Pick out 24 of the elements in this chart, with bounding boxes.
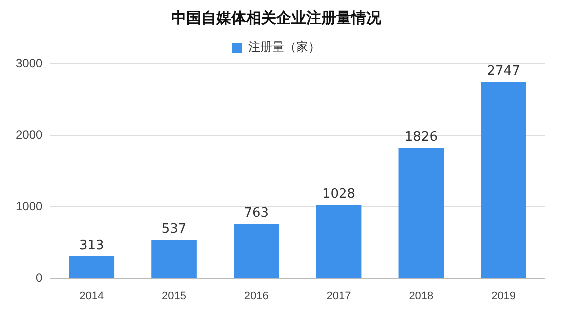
y-tick-label: 1000 xyxy=(16,200,44,214)
legend-label: 注册量（家） xyxy=(248,40,320,54)
y-tick-label: 2000 xyxy=(16,128,44,142)
chart-title: 中国自媒体相关企业注册量情况 xyxy=(172,8,382,27)
x-tick-label: 2017 xyxy=(326,290,352,302)
bar xyxy=(316,205,362,278)
data-label: 763 xyxy=(244,206,270,222)
x-tick-label: 2015 xyxy=(162,290,187,302)
y-tick-label: 3000 xyxy=(16,56,44,70)
y-tick-label: 0 xyxy=(36,271,44,286)
data-label: 537 xyxy=(162,222,187,238)
data-label: 1826 xyxy=(404,130,438,145)
data-label: 313 xyxy=(79,238,104,254)
data-label: 1028 xyxy=(322,187,356,202)
x-tick-label: 2014 xyxy=(80,290,104,302)
bar xyxy=(152,240,197,278)
bar xyxy=(234,224,280,278)
bar xyxy=(69,256,115,278)
bar xyxy=(481,82,526,278)
x-tick-label: 2016 xyxy=(244,290,269,302)
data-label: 2747 xyxy=(487,64,520,79)
x-tick-label: 2018 xyxy=(409,290,434,302)
x-tick-label: 2019 xyxy=(492,290,516,302)
bar xyxy=(398,148,444,278)
